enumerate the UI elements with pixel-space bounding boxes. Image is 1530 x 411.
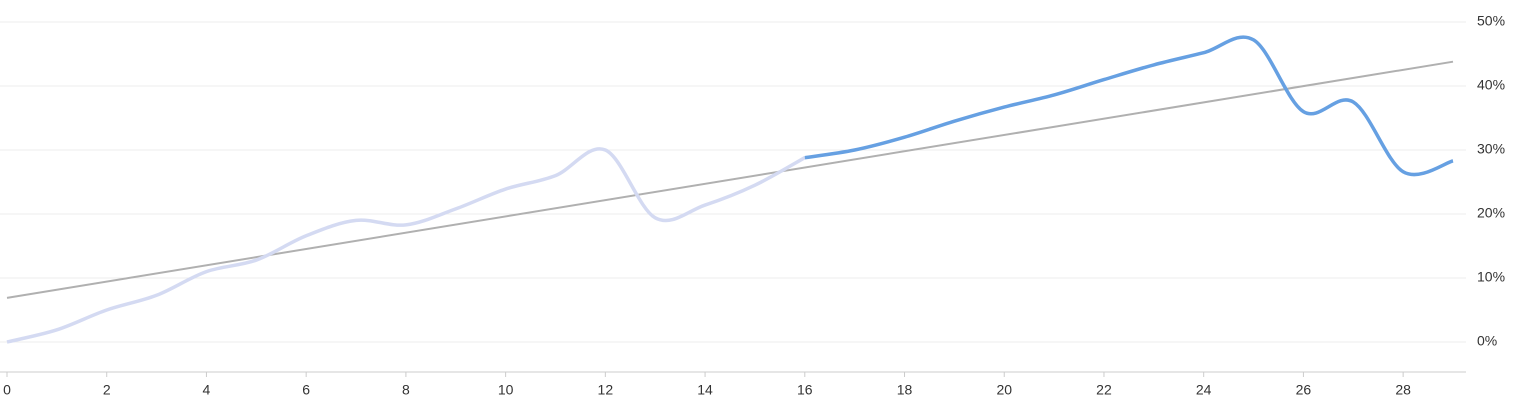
y-tick-label: 50% xyxy=(1477,13,1505,29)
x-tick-label: 18 xyxy=(897,382,913,398)
series-line xyxy=(6,147,806,344)
x-tick-label: 24 xyxy=(1196,382,1212,398)
x-tick-label: 4 xyxy=(203,382,211,398)
y-tick-label: 40% xyxy=(1477,77,1505,93)
x-tick-label: 16 xyxy=(797,382,813,398)
series-line xyxy=(804,35,1454,177)
x-tick-label: 8 xyxy=(402,382,410,398)
x-tick-label: 20 xyxy=(996,382,1012,398)
x-tick-label: 26 xyxy=(1296,382,1312,398)
x-tick-label: 2 xyxy=(103,382,111,398)
y-tick-label: 30% xyxy=(1477,141,1505,157)
x-tick-label: 22 xyxy=(1096,382,1112,398)
x-tick-label: 28 xyxy=(1395,382,1411,398)
x-tick-label: 10 xyxy=(498,382,514,398)
y-tick-label: 10% xyxy=(1477,269,1505,285)
x-tick-label: 12 xyxy=(598,382,614,398)
x-tick-label: 14 xyxy=(697,382,713,398)
x-tick-label: 0 xyxy=(3,382,11,398)
trend-line xyxy=(6,60,1454,299)
y-tick-label: 20% xyxy=(1477,205,1505,221)
x-tick-label: 6 xyxy=(302,382,310,398)
y-tick-label: 0% xyxy=(1477,333,1497,349)
